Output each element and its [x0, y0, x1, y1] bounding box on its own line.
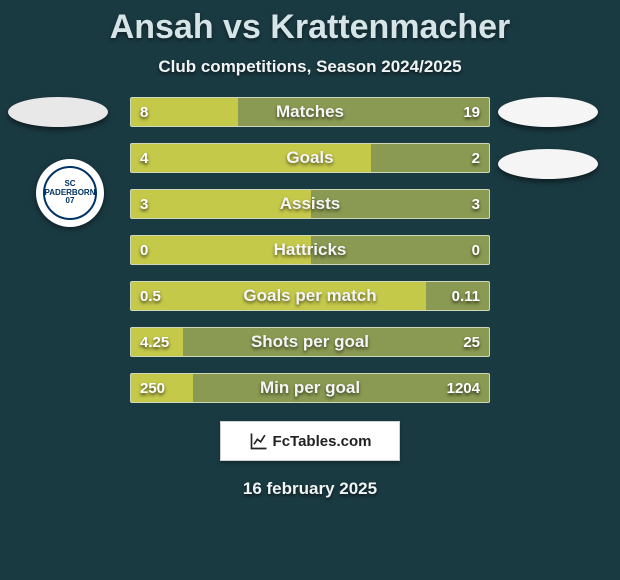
- stat-bar-left: [131, 374, 193, 402]
- stat-bar-left: [131, 282, 426, 310]
- stat-row: 42Goals: [130, 143, 490, 173]
- footer-brand-text: FcTables.com: [273, 433, 372, 450]
- stat-bar-left: [131, 98, 238, 126]
- player1-badge: [8, 97, 108, 127]
- stat-bar-left: [131, 328, 183, 356]
- footer-brand-logo[interactable]: FcTables.com: [220, 421, 400, 461]
- chart-icon: [249, 431, 269, 451]
- stat-bar-left: [131, 190, 311, 218]
- stat-bar-left: [131, 236, 311, 264]
- stat-row: 819Matches: [130, 97, 490, 127]
- subtitle: Club competitions, Season 2024/2025: [0, 57, 620, 77]
- stat-row: 2501204Min per goal: [130, 373, 490, 403]
- stat-bars: 819Matches 42Goals 33Assists 00Hattricks 0.5…: [130, 97, 490, 419]
- stat-bar-left: [131, 144, 371, 172]
- page-title: Ansah vs Krattenmacher: [0, 0, 620, 47]
- player2-badge-b: [498, 149, 598, 179]
- stat-row: 0.50.11Goals per match: [130, 281, 490, 311]
- club-logo-text: SC PADERBORN 07: [45, 180, 96, 206]
- date-text: 16 february 2025: [0, 479, 620, 499]
- comparison-chart: SC PADERBORN 07 819Matches 42Goals 33Assis…: [0, 97, 620, 407]
- stat-row: 00Hattricks: [130, 235, 490, 265]
- stat-row: 4.2525Shots per goal: [130, 327, 490, 357]
- player1-club-logo: SC PADERBORN 07: [36, 159, 104, 227]
- stat-row: 33Assists: [130, 189, 490, 219]
- player2-badge-a: [498, 97, 598, 127]
